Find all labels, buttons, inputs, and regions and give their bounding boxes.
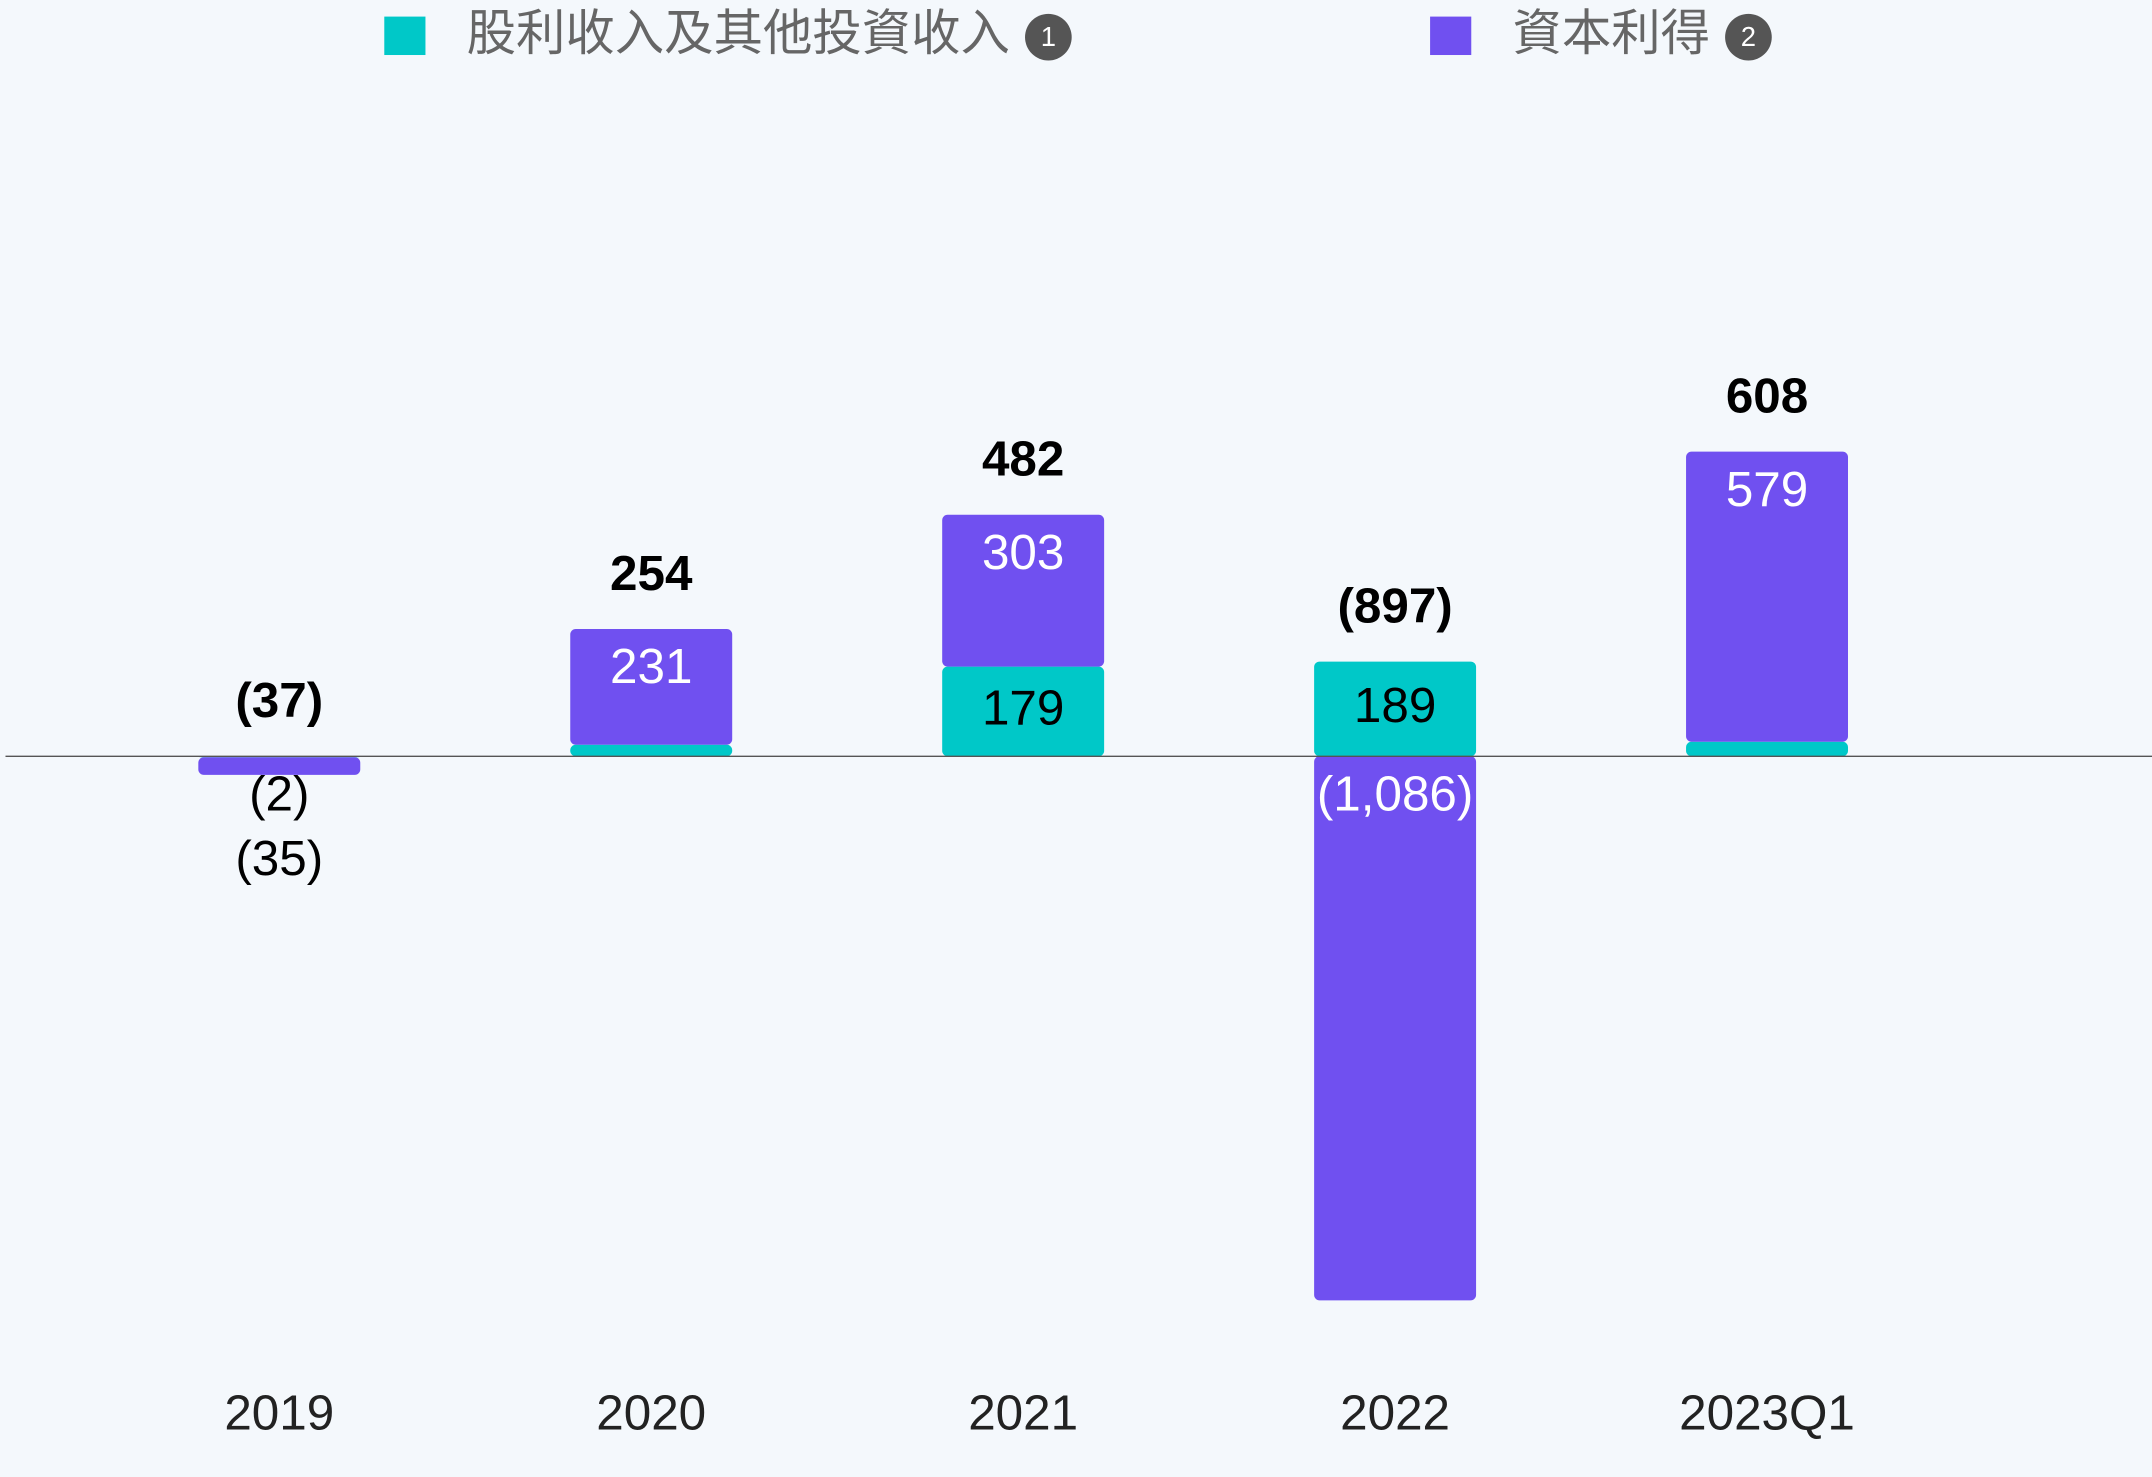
total-label: 608 — [1726, 369, 1808, 424]
bar-segment — [1314, 756, 1477, 1301]
data-label: (2) — [249, 766, 309, 821]
legend-label: 資本利得 — [1512, 6, 1710, 61]
legend-label: 股利收入及其他投資收入 — [467, 6, 1010, 61]
x-tick-label: 2023Q1 — [1679, 1386, 1855, 1441]
x-tick-label: 2022 — [1340, 1386, 1450, 1441]
legend-note: 2 — [1741, 21, 1756, 52]
legend-swatch — [1430, 16, 1472, 56]
total-label: (37) — [235, 673, 323, 728]
x-tick-label: 2020 — [596, 1386, 706, 1441]
data-label: 189 — [1354, 678, 1436, 733]
data-label: 231 — [610, 639, 692, 694]
total-label: 482 — [982, 432, 1064, 487]
data-label: 179 — [982, 680, 1064, 735]
data-label: 303 — [982, 525, 1064, 580]
bar-segment — [570, 629, 733, 745]
x-tick-label: 2019 — [224, 1386, 334, 1441]
total-label: (897) — [1337, 578, 1452, 633]
data-label: (1,086) — [1317, 766, 1473, 821]
bar-segment — [942, 666, 1105, 757]
total-label: 254 — [610, 546, 693, 601]
data-label: 579 — [1726, 462, 1808, 517]
bar-segment — [570, 744, 733, 757]
bar-segment — [1314, 661, 1477, 757]
bar-segment — [1686, 741, 1849, 757]
legend-note-badge — [1025, 13, 1072, 61]
x-tick-label: 2021 — [968, 1386, 1078, 1441]
bar-segment — [942, 514, 1105, 667]
legend-note-badge — [1725, 13, 1772, 61]
bar-segment — [1686, 451, 1849, 742]
legend-note: 1 — [1041, 21, 1056, 52]
bar-segment — [198, 757, 361, 775]
legend-swatch — [384, 16, 426, 56]
data-label: (35) — [235, 831, 323, 886]
